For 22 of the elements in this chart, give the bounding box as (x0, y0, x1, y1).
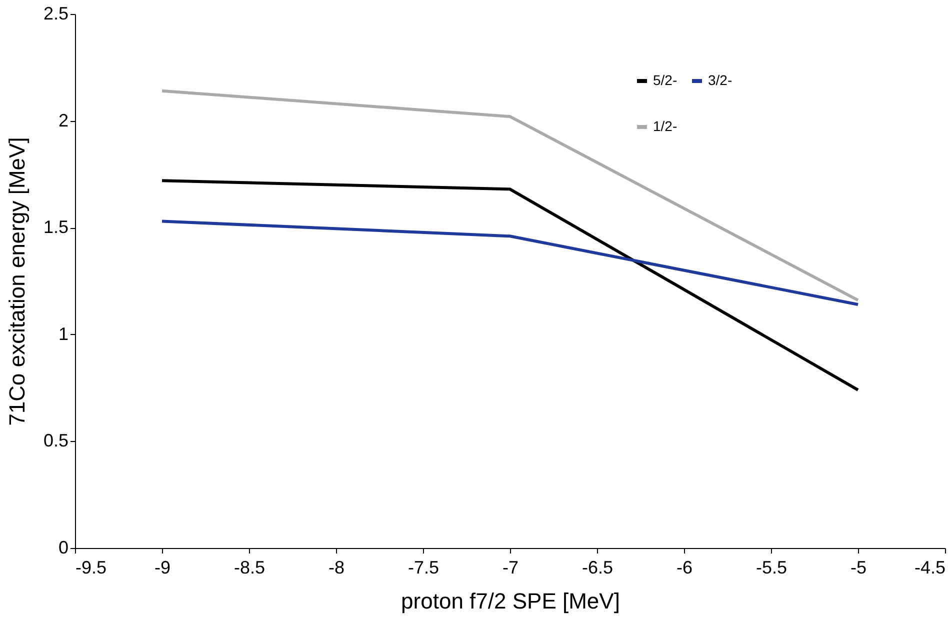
x-tick-label: -6 (676, 558, 693, 578)
x-tick-label: -7.5 (408, 558, 440, 578)
x-tick-label: -8 (328, 558, 345, 578)
x-axis-title: proton f7/2 SPE [MeV] (401, 588, 620, 614)
x-tick-label: -7 (502, 558, 519, 578)
y-tick-label: 0 (58, 538, 68, 558)
x-tick-label: -6.5 (582, 558, 614, 578)
y-tick-label: 1.5 (43, 217, 68, 238)
y-tick-label: 2.5 (43, 4, 68, 24)
x-tick-label: -8.5 (234, 558, 266, 578)
x-tick-label: -5 (850, 558, 867, 578)
y-tick-label: 1 (58, 324, 68, 344)
x-tick-label: -9.5 (76, 558, 107, 578)
legend-label: 3/2- (708, 72, 732, 88)
legend-label: 1/2- (653, 118, 678, 134)
y-axis-title: 71Co excitation energy [MeV] (4, 137, 30, 426)
x-tick-label: -5.5 (756, 558, 788, 578)
x-tick-label: -9 (154, 558, 171, 578)
y-tick-label: 2 (58, 110, 68, 130)
x-tick-label: -4.5 (914, 558, 946, 578)
legend-label: 5/2- (653, 72, 678, 88)
y-tick-label: 0.5 (43, 430, 68, 451)
